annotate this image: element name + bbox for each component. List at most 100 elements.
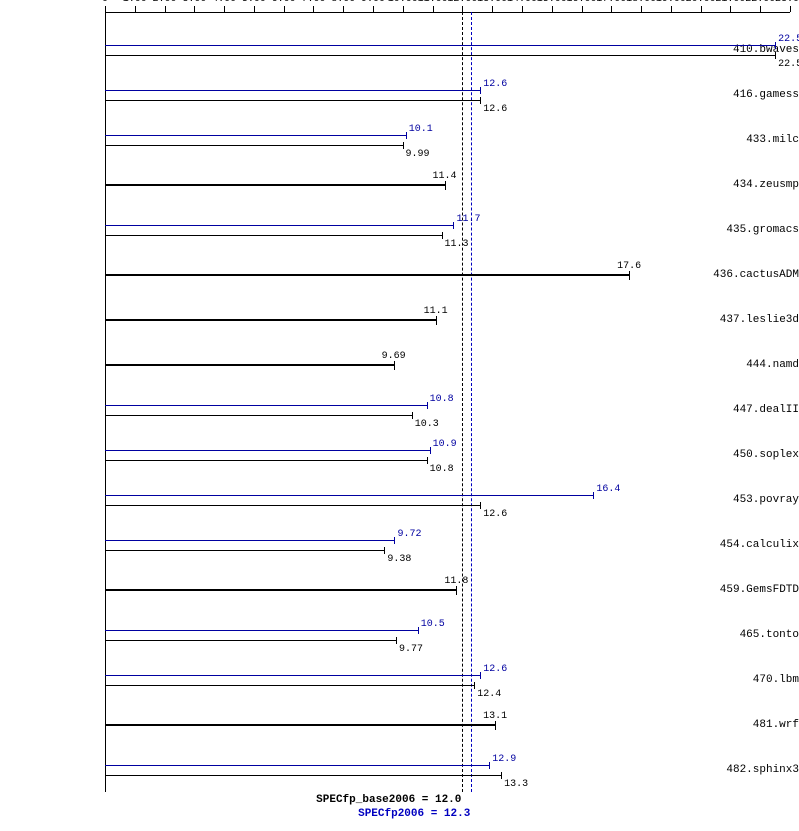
x-tick bbox=[403, 6, 404, 12]
value-label-single: 11.4 bbox=[433, 171, 457, 182]
value-label-peak: 10.8 bbox=[430, 394, 454, 405]
x-tick bbox=[165, 6, 166, 12]
benchmark-label: 444.namd bbox=[702, 359, 799, 371]
x-tick-label: 12.00 bbox=[447, 0, 477, 5]
value-label-base: 12.4 bbox=[477, 689, 501, 700]
bar-base bbox=[105, 460, 427, 461]
bar-single-cap bbox=[445, 181, 446, 190]
x-tick-label: 13.00 bbox=[477, 0, 507, 5]
x-tick bbox=[433, 6, 434, 12]
bar-base-cap bbox=[775, 52, 776, 59]
bar-single bbox=[105, 274, 629, 276]
bar-base-cap bbox=[412, 412, 413, 419]
x-tick-label: 17.00 bbox=[596, 0, 626, 5]
bar-peak bbox=[105, 765, 489, 766]
x-tick-label: 22.00 bbox=[745, 0, 775, 5]
x-axis-line bbox=[105, 12, 790, 13]
bar-single-cap bbox=[456, 586, 457, 595]
reference-label-base2006: SPECfp_base2006 = 12.0 bbox=[316, 794, 461, 806]
value-label-peak: 12.9 bbox=[492, 754, 516, 765]
benchmark-label: 450.soplex bbox=[702, 449, 799, 461]
bar-peak bbox=[105, 405, 427, 406]
x-tick-label: 0 bbox=[102, 0, 108, 5]
value-label-peak: 12.6 bbox=[483, 664, 507, 675]
bar-base bbox=[105, 775, 501, 776]
x-tick bbox=[135, 6, 136, 12]
bar-single-cap bbox=[436, 316, 437, 325]
bar-peak-cap bbox=[418, 627, 419, 634]
x-tick bbox=[343, 6, 344, 12]
bar-base bbox=[105, 235, 442, 236]
value-label-peak: 10.1 bbox=[409, 124, 433, 135]
x-tick bbox=[313, 6, 314, 12]
bar-base-cap bbox=[427, 457, 428, 464]
bar-base bbox=[105, 145, 403, 146]
value-label-single: 9.69 bbox=[382, 351, 406, 362]
bar-peak-cap bbox=[489, 762, 490, 769]
value-label-peak: 12.6 bbox=[483, 79, 507, 90]
value-label-peak: 9.72 bbox=[397, 529, 421, 540]
bar-base-cap bbox=[474, 682, 475, 689]
bar-peak-cap bbox=[775, 42, 776, 49]
x-tick bbox=[254, 6, 255, 12]
value-label-base: 9.77 bbox=[399, 644, 423, 655]
value-label-single: 11.8 bbox=[444, 576, 468, 587]
bar-peak bbox=[105, 45, 775, 46]
x-tick bbox=[730, 6, 731, 12]
bar-base bbox=[105, 550, 384, 551]
bar-peak bbox=[105, 90, 480, 91]
value-label-base: 9.38 bbox=[387, 554, 411, 565]
x-tick-label: 15.00 bbox=[537, 0, 567, 5]
value-label-base: 10.8 bbox=[430, 464, 454, 475]
bar-single bbox=[105, 589, 456, 591]
bar-peak-cap bbox=[453, 222, 454, 229]
x-tick-label: 14.00 bbox=[507, 0, 537, 5]
bar-peak bbox=[105, 135, 406, 136]
x-tick bbox=[522, 6, 523, 12]
spec-benchmark-chart: 01.002.003.004.005.006.007.008.009.0010.… bbox=[0, 0, 799, 831]
benchmark-label: 459.GemsFDTD bbox=[702, 584, 799, 596]
value-label-base: 11.3 bbox=[445, 239, 469, 250]
bar-base bbox=[105, 640, 396, 641]
x-tick bbox=[492, 6, 493, 12]
value-label-single: 17.6 bbox=[617, 261, 641, 272]
value-label-base: 9.99 bbox=[406, 149, 430, 160]
bar-peak bbox=[105, 540, 394, 541]
bar-base-cap bbox=[403, 142, 404, 149]
x-tick bbox=[373, 6, 374, 12]
benchmark-label: 453.povray bbox=[702, 494, 799, 506]
value-label-base: 22.5 bbox=[778, 59, 799, 70]
benchmark-label: 481.wrf bbox=[702, 719, 799, 731]
benchmark-label: 454.calculix bbox=[702, 539, 799, 551]
x-tick-label: 5.00 bbox=[242, 0, 266, 5]
x-tick-label: 2.00 bbox=[153, 0, 177, 5]
benchmark-label: 482.sphinx3 bbox=[702, 764, 799, 776]
bar-base-cap bbox=[396, 637, 397, 644]
x-tick-label: 1.00 bbox=[123, 0, 147, 5]
x-tick bbox=[582, 6, 583, 12]
x-tick-label: 8.00 bbox=[331, 0, 355, 5]
benchmark-label: 416.gamess bbox=[702, 89, 799, 101]
value-label-single: 11.1 bbox=[424, 306, 448, 317]
value-label-base: 12.6 bbox=[483, 509, 507, 520]
x-tick bbox=[552, 6, 553, 12]
x-tick-label: 3.00 bbox=[182, 0, 206, 5]
bar-peak-cap bbox=[480, 672, 481, 679]
x-tick-label: 9.00 bbox=[361, 0, 385, 5]
bar-peak bbox=[105, 495, 593, 496]
x-tick bbox=[790, 6, 791, 12]
benchmark-label: 465.tonto bbox=[702, 629, 799, 641]
x-tick-label: 19.00 bbox=[656, 0, 686, 5]
x-tick-label: 4.00 bbox=[212, 0, 236, 5]
value-label-peak: 16.4 bbox=[596, 484, 620, 495]
bar-peak bbox=[105, 675, 480, 676]
bar-base bbox=[105, 505, 480, 506]
bar-single bbox=[105, 364, 394, 366]
x-tick-label: 11.00 bbox=[418, 0, 448, 5]
x-tick-label: 7.00 bbox=[301, 0, 325, 5]
bar-base-cap bbox=[501, 772, 502, 779]
benchmark-label: 470.lbm bbox=[702, 674, 799, 686]
bar-peak-cap bbox=[480, 87, 481, 94]
bar-base bbox=[105, 415, 412, 416]
bar-single-cap bbox=[495, 721, 496, 730]
